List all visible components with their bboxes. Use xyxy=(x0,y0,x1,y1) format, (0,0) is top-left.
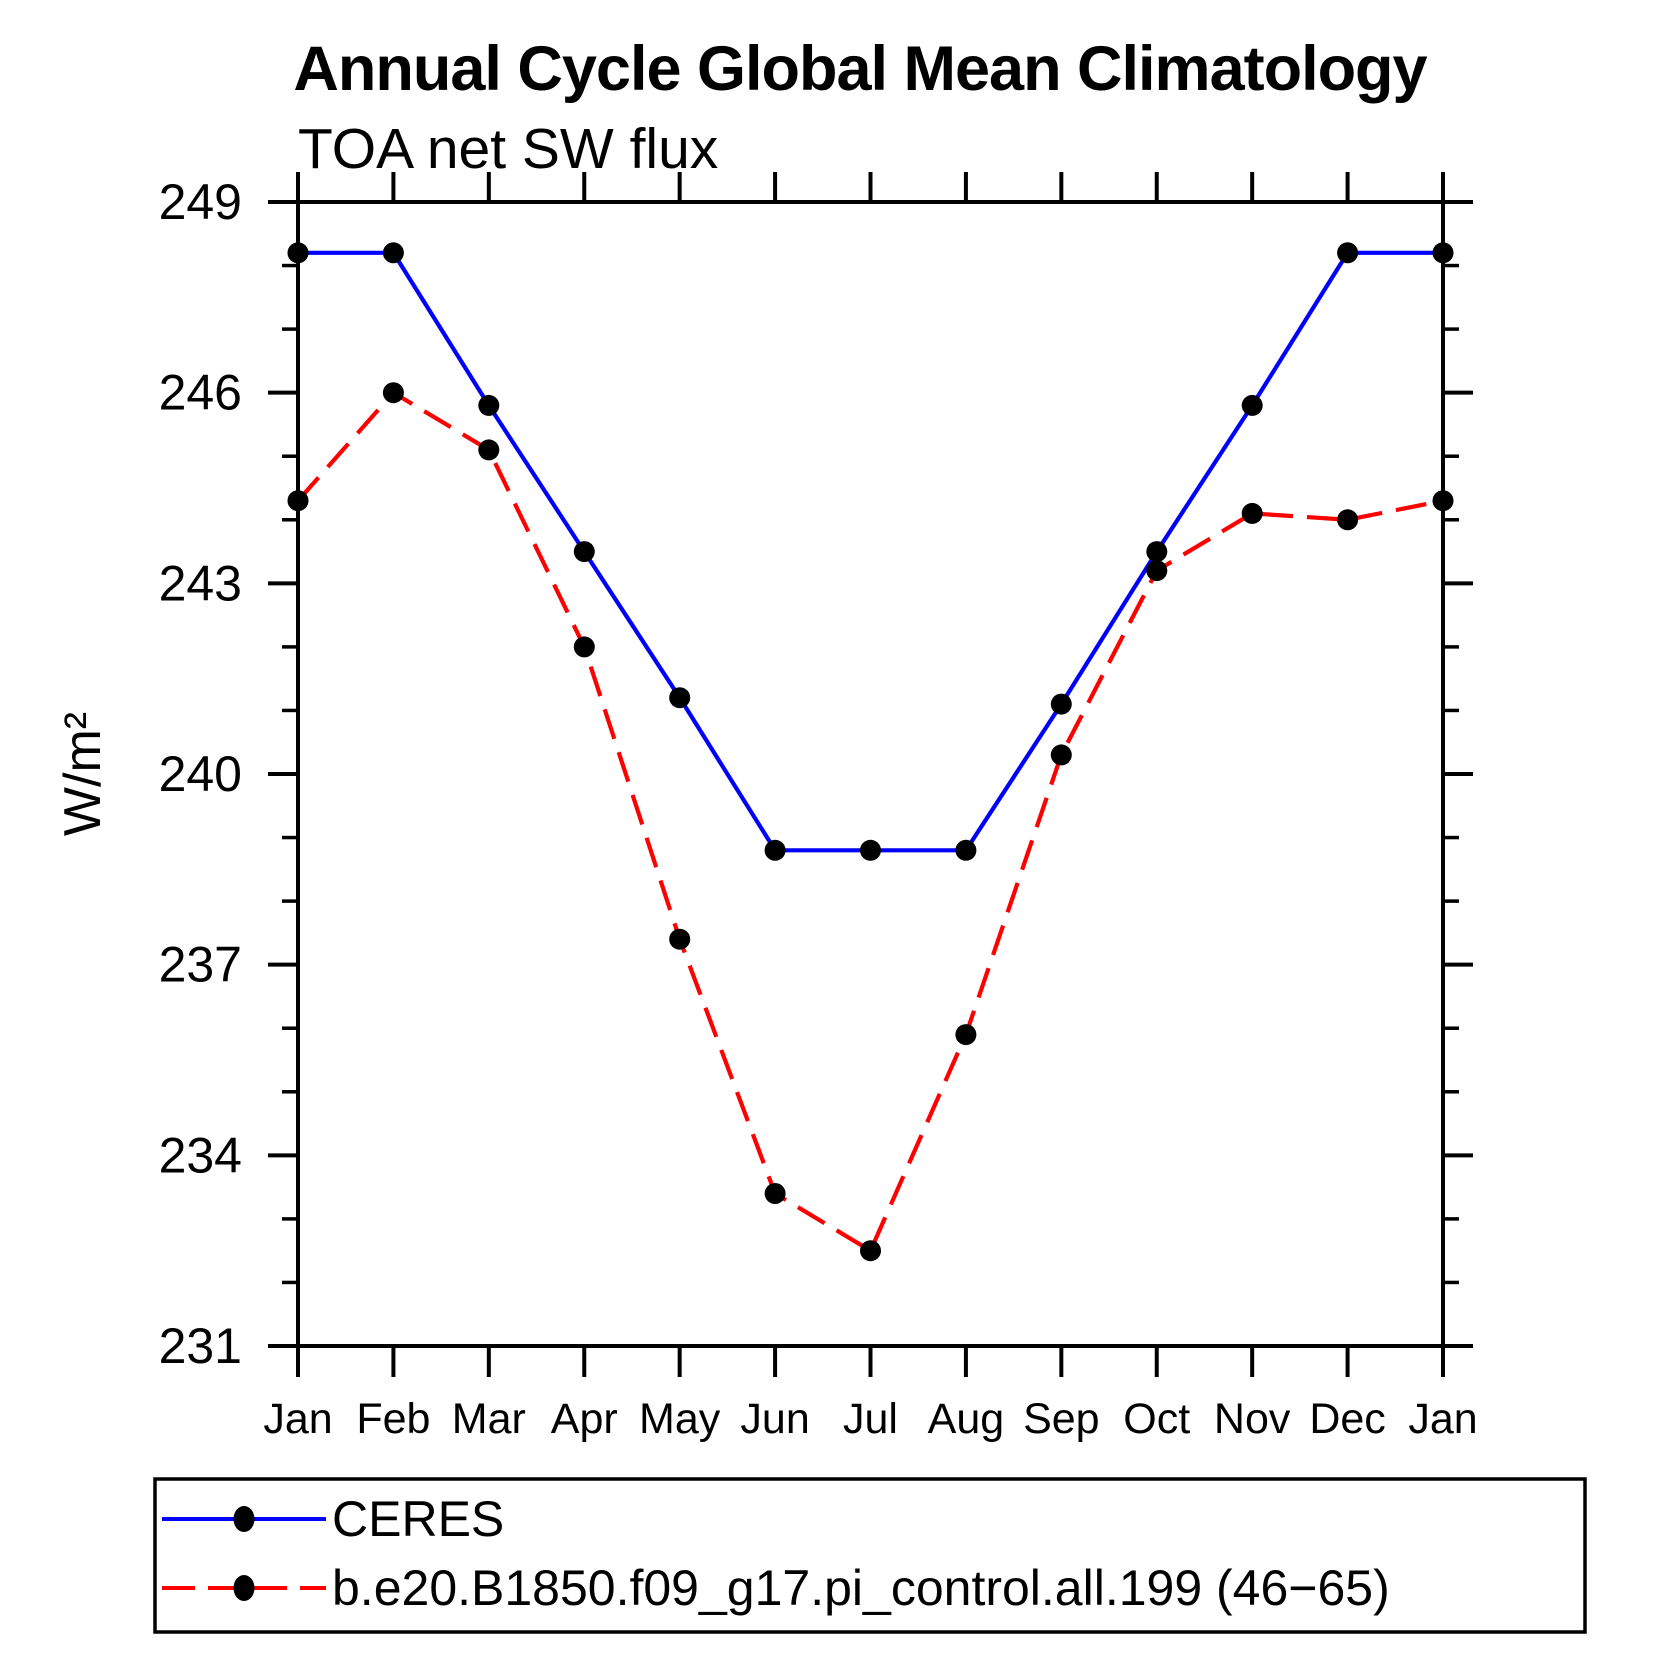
series-line-model xyxy=(296,390,1444,1254)
x-tick-label: Apr xyxy=(551,1395,618,1443)
data-point-model xyxy=(1337,509,1359,531)
x-tick-label: May xyxy=(639,1395,721,1443)
data-point-ceres xyxy=(860,839,881,861)
data-series xyxy=(287,242,1454,1262)
legend-label-ceres: CERES xyxy=(332,1491,504,1547)
data-point-ceres xyxy=(1337,242,1359,264)
x-tick-label: Nov xyxy=(1214,1395,1291,1443)
x-tick-label: Dec xyxy=(1309,1395,1385,1443)
x-tick-label: Jul xyxy=(843,1395,898,1443)
legend: CERES b.e20.B1850.f09_g17.pi_control.all… xyxy=(153,1477,1587,1634)
y-tick-label: 234 xyxy=(159,1127,242,1183)
y-tick-label: 237 xyxy=(159,937,242,993)
axes: 231 234 237 240 243 246 249 Jan Feb Mar Apr May Jun J… xyxy=(159,172,1478,1443)
x-tick-label: Jun xyxy=(740,1395,809,1443)
data-point-ceres xyxy=(382,242,404,264)
x-tick-label: Mar xyxy=(452,1395,526,1443)
data-point-ceres xyxy=(478,394,500,416)
y-tick-label: 249 xyxy=(159,174,242,230)
data-point-ceres xyxy=(287,242,309,264)
x-tick-label: Oct xyxy=(1123,1395,1190,1443)
data-point-ceres xyxy=(573,541,595,563)
chart-subtitle: TOA net SW flux xyxy=(298,117,718,181)
y-tick-label: 243 xyxy=(159,555,242,611)
x-tick-label: Feb xyxy=(356,1395,430,1443)
y-axis-title: W/m² xyxy=(54,712,112,836)
data-point-model xyxy=(1241,502,1263,524)
data-point-model xyxy=(573,636,595,658)
data-point-ceres xyxy=(669,687,691,709)
data-point-model xyxy=(1432,490,1454,512)
legend-label-model: b.e20.B1850.f09_g17.pi_control.all.199 (… xyxy=(332,1560,1390,1616)
y-tick-label: 231 xyxy=(159,1318,242,1374)
legend-entry-ceres: CERES xyxy=(162,1491,504,1547)
x-tick-label: Aug xyxy=(928,1395,1005,1443)
data-point-ceres xyxy=(764,839,786,861)
data-point-ceres xyxy=(1432,242,1454,264)
data-point-model xyxy=(1050,744,1072,766)
data-point-model xyxy=(287,490,309,512)
x-tick-label: Sep xyxy=(1023,1395,1100,1443)
y-tick-label: 240 xyxy=(159,746,242,802)
data-point-ceres xyxy=(1146,541,1168,563)
data-point-ceres xyxy=(1241,394,1263,416)
legend-box xyxy=(153,1477,1587,1634)
data-point-model xyxy=(382,382,404,404)
series-line-ceres xyxy=(298,250,1443,853)
data-point-model xyxy=(669,928,691,950)
legend-marker-model xyxy=(233,1575,255,1601)
legend-entry-model: b.e20.B1850.f09_g17.pi_control.all.199 (… xyxy=(162,1560,1390,1616)
data-point-model xyxy=(955,1024,977,1046)
data-point-model xyxy=(860,1240,881,1262)
data-point-ceres xyxy=(955,839,977,861)
legend-marker-ceres xyxy=(233,1506,255,1532)
data-point-ceres xyxy=(1050,693,1072,715)
x-tick-label: Jan xyxy=(1408,1395,1477,1443)
y-tick-label: 246 xyxy=(159,365,242,421)
data-point-model xyxy=(478,439,500,461)
x-tick-label: Jan xyxy=(263,1395,332,1443)
data-point-model xyxy=(1146,560,1168,582)
chart-title: Annual Cycle Global Mean Climatology xyxy=(293,34,1427,104)
data-point-model xyxy=(764,1183,786,1204)
